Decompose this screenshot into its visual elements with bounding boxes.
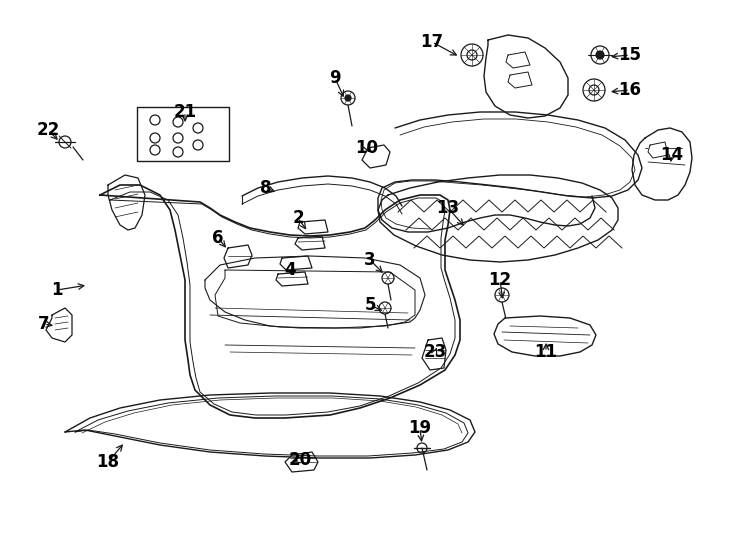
Text: 7: 7 (38, 315, 50, 333)
Circle shape (345, 95, 351, 101)
Text: 19: 19 (408, 419, 432, 437)
Text: 3: 3 (364, 251, 376, 269)
Text: 15: 15 (619, 46, 642, 64)
Text: 17: 17 (421, 33, 443, 51)
Text: 6: 6 (212, 229, 224, 247)
Text: 21: 21 (173, 103, 197, 121)
Polygon shape (295, 236, 325, 250)
Text: 4: 4 (284, 261, 296, 279)
Polygon shape (285, 452, 318, 472)
Text: 8: 8 (261, 179, 272, 197)
Polygon shape (506, 52, 530, 68)
Text: 9: 9 (329, 69, 341, 87)
Circle shape (596, 51, 604, 59)
Polygon shape (508, 72, 532, 88)
Text: 1: 1 (51, 281, 62, 299)
Polygon shape (100, 185, 460, 418)
Text: 11: 11 (534, 343, 558, 361)
Polygon shape (362, 145, 390, 168)
Polygon shape (494, 316, 596, 356)
Text: 13: 13 (437, 199, 459, 217)
Text: 18: 18 (96, 453, 120, 471)
Polygon shape (108, 175, 145, 230)
Text: 14: 14 (661, 146, 683, 164)
Polygon shape (224, 245, 252, 268)
Text: 16: 16 (619, 81, 642, 99)
Polygon shape (298, 220, 328, 234)
Polygon shape (280, 256, 312, 270)
Text: 22: 22 (37, 121, 59, 139)
Text: 5: 5 (364, 296, 376, 314)
Text: 2: 2 (292, 209, 304, 227)
Polygon shape (46, 308, 72, 342)
Polygon shape (632, 128, 692, 200)
Text: 12: 12 (488, 271, 512, 289)
Text: 23: 23 (424, 343, 446, 361)
Polygon shape (422, 338, 446, 370)
Polygon shape (378, 112, 642, 232)
FancyBboxPatch shape (137, 107, 229, 161)
Polygon shape (484, 35, 568, 118)
Polygon shape (648, 142, 668, 158)
Text: 10: 10 (355, 139, 379, 157)
Polygon shape (378, 175, 618, 262)
Polygon shape (65, 393, 475, 458)
Text: 20: 20 (288, 451, 311, 469)
Polygon shape (276, 272, 308, 286)
